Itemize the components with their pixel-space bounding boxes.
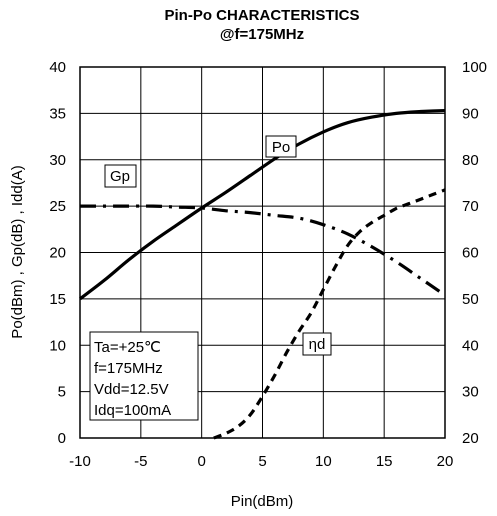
x-tick-label: 5 [258,453,266,470]
y-tick-label: 0 [58,430,66,447]
condition-temperature: Ta=+25℃ [94,339,161,356]
x-tick-label: 10 [315,453,332,470]
y2-tick-labels: 20 30 40 50 60 70 80 90 100 [462,59,487,447]
condition-vdd: Vdd=12.5V [94,381,169,398]
y2-tick-label: 50 [462,291,479,308]
nd-label-box [302,332,332,356]
y-tick-label: 15 [49,291,66,308]
y2-tick-label: 40 [462,337,479,354]
y-tick-label: 10 [49,337,66,354]
y-tick-label: 40 [49,59,66,76]
conditions-box [89,331,199,421]
plot-frame [79,66,446,439]
y-tick-label: 20 [49,245,66,262]
y2-tick-label: 70 [462,198,479,215]
po-label: Po [272,139,290,156]
condition-frequency: f=175MHz [94,360,163,377]
gp-label: Gp [110,168,130,185]
gp-label-box [104,164,137,188]
x-axis-label: Pin(dBm) [231,493,294,510]
y2-tick-label: 60 [462,245,479,262]
y2-tick-label: 20 [462,430,479,447]
po-label-box [265,135,297,158]
series-line-po [79,109,446,301]
x-tick-labels: -10 -5 0 5 10 15 20 [69,453,453,470]
chart-title: Pin-Po CHARACTERISTICS [165,7,360,24]
y-tick-labels: 0 5 10 15 20 25 30 35 40 [49,59,66,447]
y-tick-label: 25 [49,198,66,215]
nd-label: ηd [309,336,326,353]
x-tick-label: 20 [437,453,454,470]
y-tick-label: 30 [49,152,66,169]
series-line-gp [80,204,446,297]
y2-tick-label: 100 [462,59,487,76]
y2-tick-label: 80 [462,152,479,169]
series-line-nd [213,188,446,440]
x-tick-label: -5 [134,453,147,470]
y-tick-label: 35 [49,105,66,122]
y2-tick-label: 30 [462,384,479,401]
x-tick-label: 0 [197,453,205,470]
chart-subtitle: @f=175MHz [220,26,304,43]
y-axis-label: Po(dBm) , Gp(dB) , Idd(A) [9,165,26,338]
x-tick-label: 15 [376,453,393,470]
y2-tick-label: 90 [462,105,479,122]
y-tick-label: 5 [58,384,66,401]
condition-idq: Idq=100mA [94,402,171,419]
series-layer [79,109,446,440]
x-tick-label: -10 [69,453,91,470]
